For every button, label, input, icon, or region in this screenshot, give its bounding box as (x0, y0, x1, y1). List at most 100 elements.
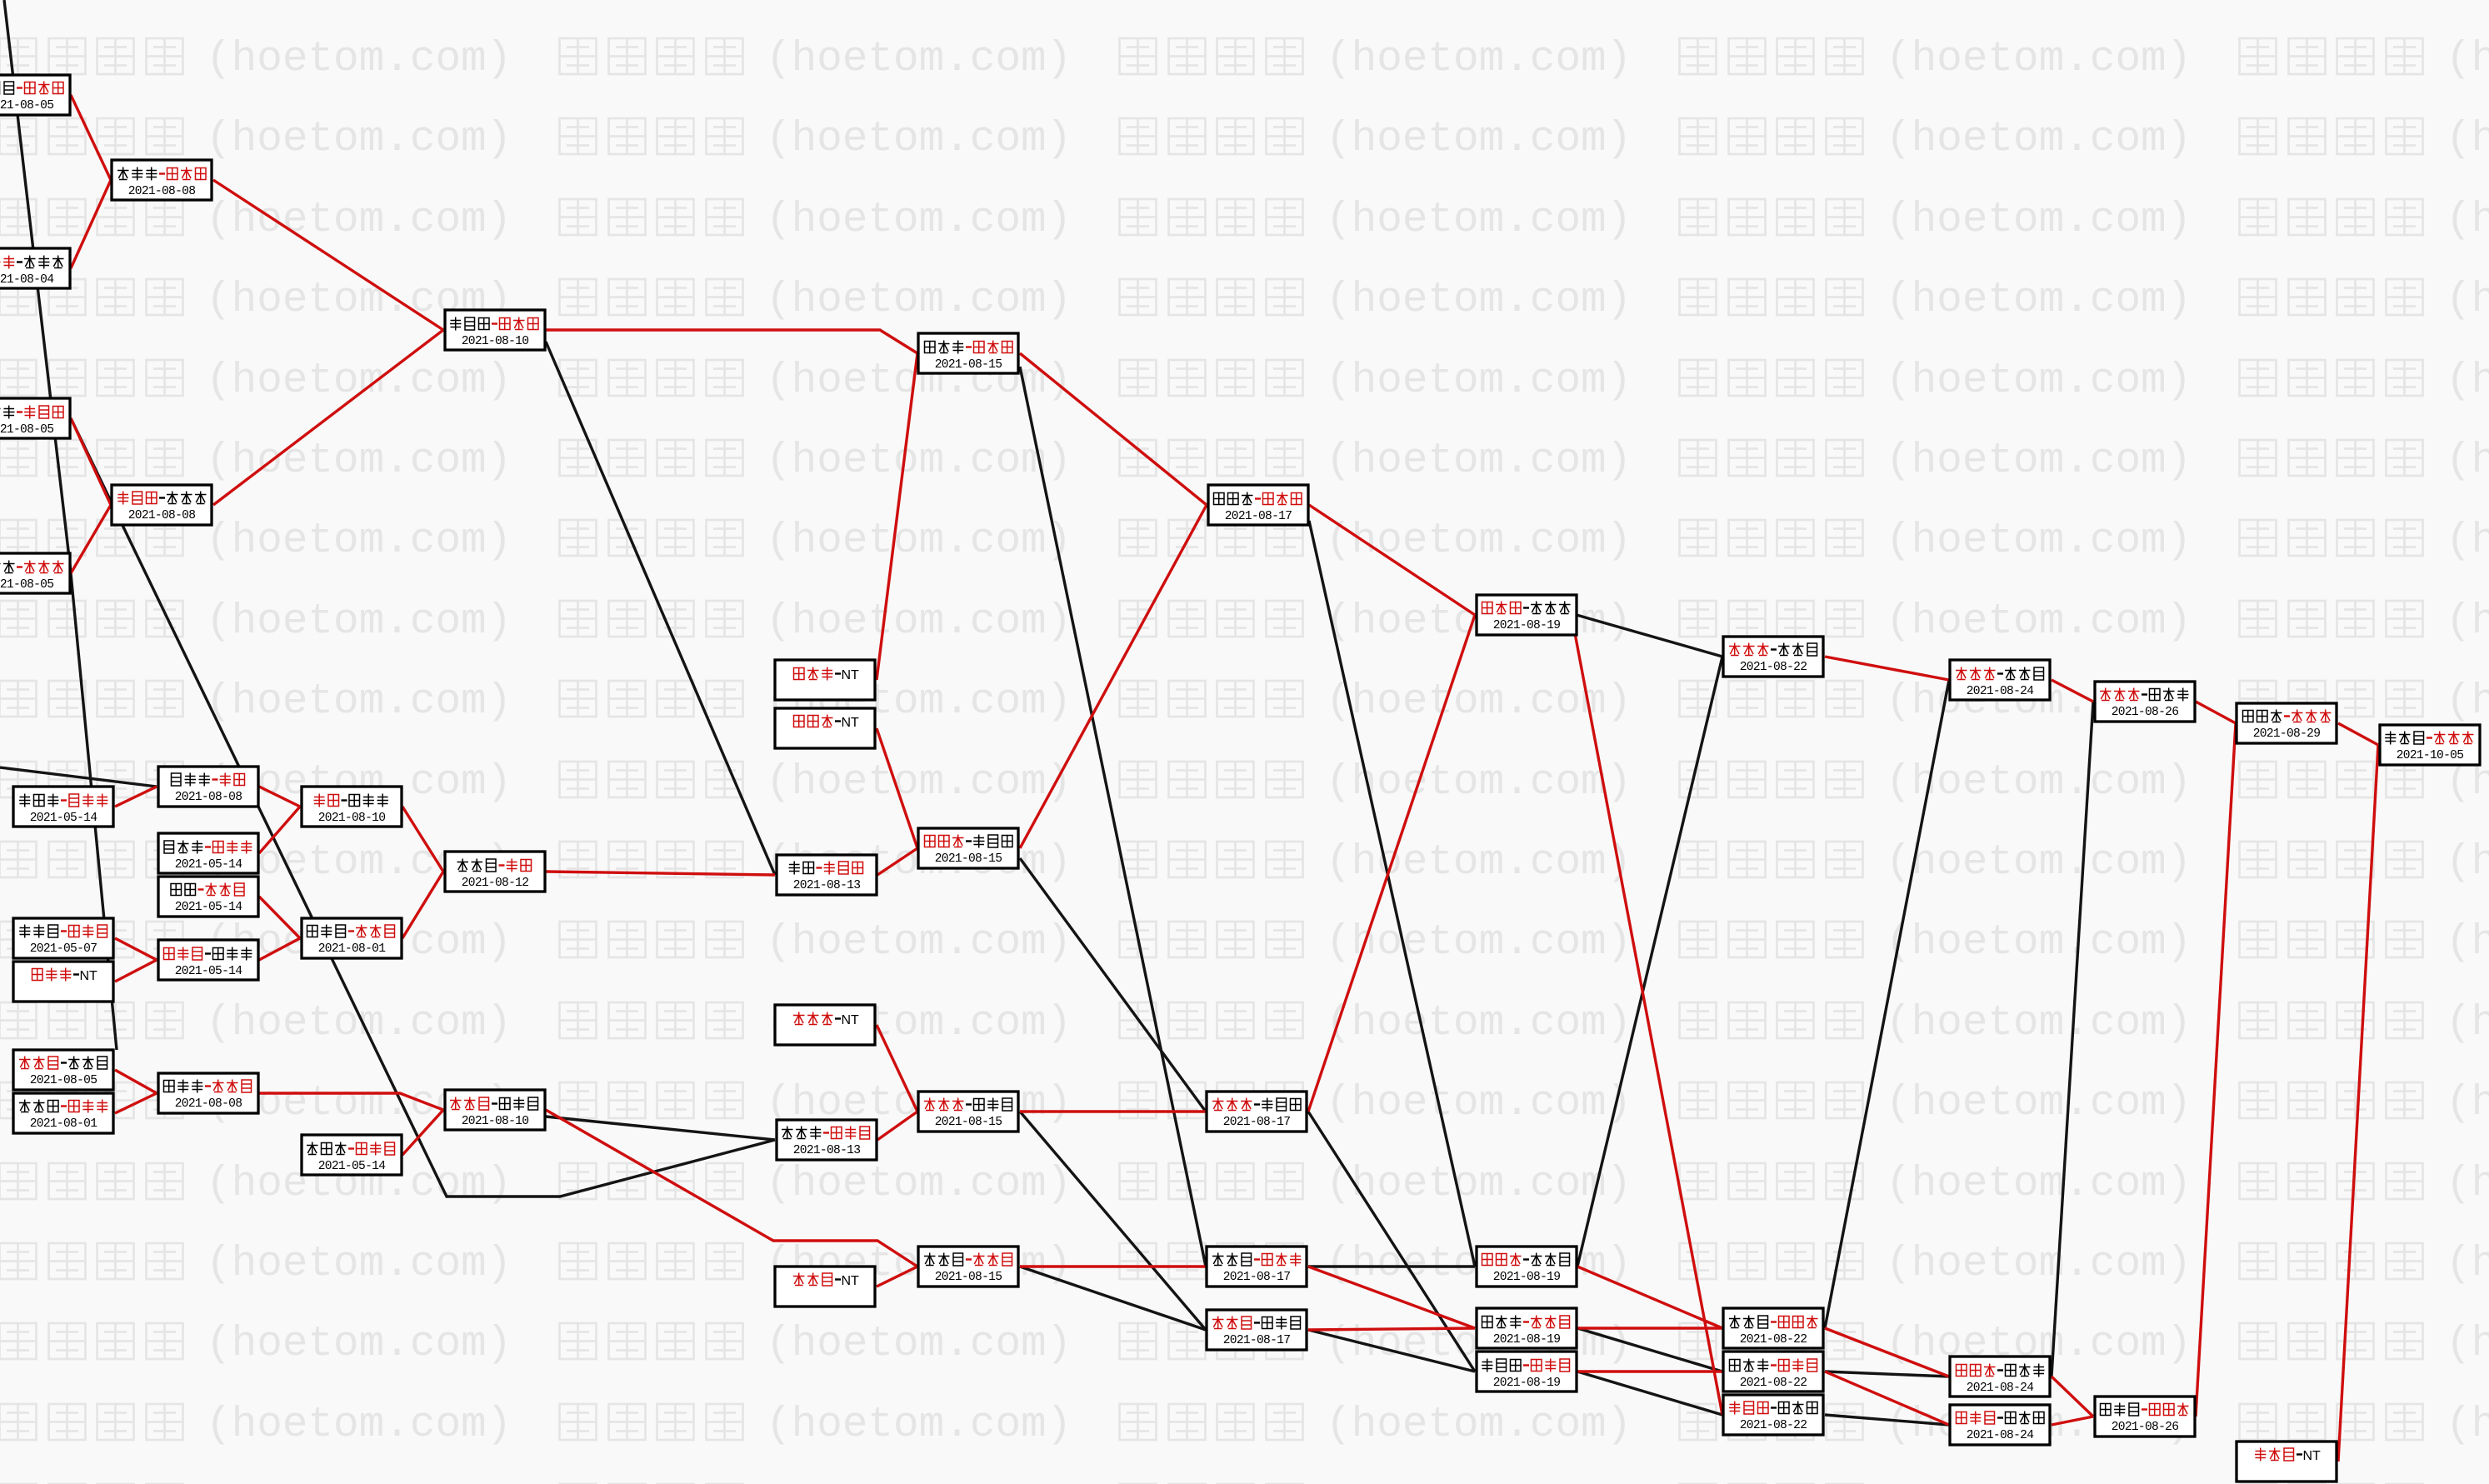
svg-text:(hoetom.com): (hoetom.com) (206, 116, 512, 163)
svg-text:(hoetom.com): (hoetom.com) (1886, 357, 2192, 405)
svg-text:(hoetom.com): (hoetom.com) (1886, 116, 2192, 163)
svg-text:2021-08-01: 2021-08-01 (30, 1117, 98, 1131)
svg-text:(hoetom.com): (hoetom.com) (766, 437, 1072, 485)
svg-text:(hoetom.com): (hoetom.com) (1886, 839, 2192, 887)
svg-text:2021-08-24: 2021-08-24 (1967, 1429, 2035, 1442)
svg-text:NT: NT (842, 668, 860, 682)
svg-text:2021-10-05: 2021-10-05 (2397, 749, 2464, 762)
svg-text:(hoetom.com): (hoetom.com) (1886, 437, 2192, 485)
svg-text:2021-08-17: 2021-08-17 (1225, 510, 1292, 523)
svg-text:2021-08-05: 2021-08-05 (30, 1074, 97, 1087)
svg-text:(hoetom.com): (hoetom.com) (1326, 839, 1632, 887)
svg-text:(hoetom.com): (hoetom.com) (206, 598, 512, 646)
svg-text:(hoetom.com): (hoetom.com) (1886, 197, 2192, 244)
svg-text:2021-08-29: 2021-08-29 (2253, 727, 2321, 741)
svg-text:(hoetom.com): (hoetom.com) (2446, 1080, 2489, 1127)
svg-text:(hoetom.com): (hoetom.com) (2446, 1402, 2489, 1449)
svg-text:(hoetom.com): (hoetom.com) (2446, 1482, 2489, 1484)
svg-text:(hoetom.com): (hoetom.com) (206, 197, 512, 244)
svg-text:NT: NT (842, 1274, 860, 1288)
svg-text:(hoetom.com): (hoetom.com) (1326, 1482, 1632, 1484)
svg-text:2021-05-14: 2021-05-14 (175, 965, 243, 978)
svg-text:(hoetom.com): (hoetom.com) (1886, 1482, 2192, 1484)
svg-text:(hoetom.com): (hoetom.com) (2446, 197, 2489, 244)
svg-text:2021-08-04: 2021-08-04 (0, 273, 54, 287)
svg-text:(hoetom.com): (hoetom.com) (2446, 598, 2489, 646)
svg-text:2021-08-19: 2021-08-19 (1493, 1271, 1561, 1284)
svg-text:(hoetom.com): (hoetom.com) (1326, 36, 1632, 83)
svg-text:2021-05-14: 2021-05-14 (30, 812, 98, 825)
svg-text:2021-08-08: 2021-08-08 (175, 1097, 242, 1111)
svg-text:(hoetom.com): (hoetom.com) (1326, 1080, 1632, 1127)
svg-text:2021-08-13: 2021-08-13 (793, 879, 861, 892)
svg-text:(hoetom.com): (hoetom.com) (2446, 1241, 2489, 1288)
svg-text:(hoetom.com): (hoetom.com) (2446, 357, 2489, 405)
svg-text:(hoetom.com): (hoetom.com) (2446, 277, 2489, 324)
svg-text:(hoetom.com): (hoetom.com) (1326, 1000, 1632, 1047)
svg-text:(hoetom.com): (hoetom.com) (206, 678, 512, 726)
svg-text:2021-05-07: 2021-05-07 (30, 942, 97, 956)
svg-text:2021-08-10: 2021-08-10 (318, 812, 386, 825)
svg-text:(hoetom.com): (hoetom.com) (2446, 839, 2489, 887)
svg-text:2021-08-17: 2021-08-17 (1223, 1334, 1291, 1347)
svg-text:2021-08-15: 2021-08-15 (935, 358, 1002, 372)
svg-text:(hoetom.com): (hoetom.com) (206, 517, 512, 565)
svg-text:(hoetom.com): (hoetom.com) (1886, 919, 2192, 967)
svg-text:(hoetom.com): (hoetom.com) (2446, 759, 2489, 807)
svg-text:2021-08-24: 2021-08-24 (1967, 685, 2035, 698)
svg-text:2021-08-10: 2021-08-10 (462, 335, 529, 348)
svg-text:(hoetom.com): (hoetom.com) (206, 357, 512, 405)
svg-text:(hoetom.com): (hoetom.com) (1326, 197, 1632, 244)
svg-text:(hoetom.com): (hoetom.com) (1326, 437, 1632, 485)
svg-text:(hoetom.com): (hoetom.com) (766, 517, 1072, 565)
svg-text:(hoetom.com): (hoetom.com) (1326, 116, 1632, 163)
svg-text:2021-08-22: 2021-08-22 (1740, 661, 1807, 674)
svg-text:(hoetom.com): (hoetom.com) (1326, 678, 1632, 726)
svg-text:2021-08-10: 2021-08-10 (462, 1115, 529, 1128)
svg-text:(hoetom.com): (hoetom.com) (2446, 1161, 2489, 1208)
svg-text:(hoetom.com): (hoetom.com) (1326, 517, 1632, 565)
svg-text:(hoetom.com): (hoetom.com) (1886, 1000, 2192, 1047)
svg-text:2021-05-14: 2021-05-14 (175, 858, 243, 872)
svg-text:2021-08-17: 2021-08-17 (1223, 1271, 1291, 1284)
svg-text:(hoetom.com): (hoetom.com) (1326, 1161, 1632, 1208)
svg-text:2021-08-12: 2021-08-12 (462, 877, 529, 890)
svg-text:(hoetom.com): (hoetom.com) (2446, 1321, 2489, 1368)
svg-text:(hoetom.com): (hoetom.com) (1326, 357, 1632, 405)
svg-text:2021-08-05: 2021-08-05 (0, 423, 53, 437)
svg-text:NT: NT (842, 1013, 860, 1027)
svg-text:NT: NT (2303, 1449, 2322, 1463)
svg-text:(hoetom.com): (hoetom.com) (766, 1482, 1072, 1484)
svg-text:2021-08-19: 2021-08-19 (1493, 1377, 1561, 1390)
svg-text:(hoetom.com): (hoetom.com) (766, 759, 1072, 807)
svg-text:(hoetom.com): (hoetom.com) (766, 36, 1072, 83)
svg-text:NT: NT (80, 969, 98, 983)
svg-text:2021-08-08: 2021-08-08 (128, 509, 196, 522)
svg-text:(hoetom.com): (hoetom.com) (2446, 36, 2489, 83)
svg-text:2021-08-22: 2021-08-22 (1740, 1419, 1807, 1432)
svg-text:(hoetom.com): (hoetom.com) (766, 277, 1072, 324)
svg-text:2021-08-26: 2021-08-26 (2112, 1421, 2179, 1434)
svg-text:(hoetom.com): (hoetom.com) (1326, 919, 1632, 967)
svg-text:2021-08-05: 2021-08-05 (0, 578, 53, 592)
svg-text:(hoetom.com): (hoetom.com) (1886, 277, 2192, 324)
svg-text:2021-08-19: 2021-08-19 (1493, 1333, 1561, 1347)
svg-text:2021-08-17: 2021-08-17 (1223, 1116, 1291, 1129)
svg-text:(hoetom.com): (hoetom.com) (766, 116, 1072, 163)
svg-text:(hoetom.com): (hoetom.com) (1326, 1402, 1632, 1449)
svg-text:2021-08-15: 2021-08-15 (935, 852, 1002, 866)
svg-text:(hoetom.com): (hoetom.com) (766, 919, 1072, 967)
svg-text:(hoetom.com): (hoetom.com) (1886, 598, 2192, 646)
svg-text:(hoetom.com): (hoetom.com) (1326, 277, 1632, 324)
svg-text:(hoetom.com): (hoetom.com) (206, 1402, 512, 1449)
svg-text:(hoetom.com): (hoetom.com) (2446, 1000, 2489, 1047)
svg-text:(hoetom.com): (hoetom.com) (766, 598, 1072, 646)
svg-text:2021-08-15: 2021-08-15 (935, 1116, 1002, 1129)
svg-text:NT: NT (842, 716, 860, 730)
svg-text:2021-08-26: 2021-08-26 (2112, 706, 2179, 719)
svg-text:(hoetom.com): (hoetom.com) (2446, 517, 2489, 565)
svg-text:2021-08-08: 2021-08-08 (128, 185, 196, 198)
svg-text:(hoetom.com): (hoetom.com) (2446, 116, 2489, 163)
svg-text:2021-05-14: 2021-05-14 (175, 901, 243, 914)
svg-text:(hoetom.com): (hoetom.com) (766, 1161, 1072, 1208)
